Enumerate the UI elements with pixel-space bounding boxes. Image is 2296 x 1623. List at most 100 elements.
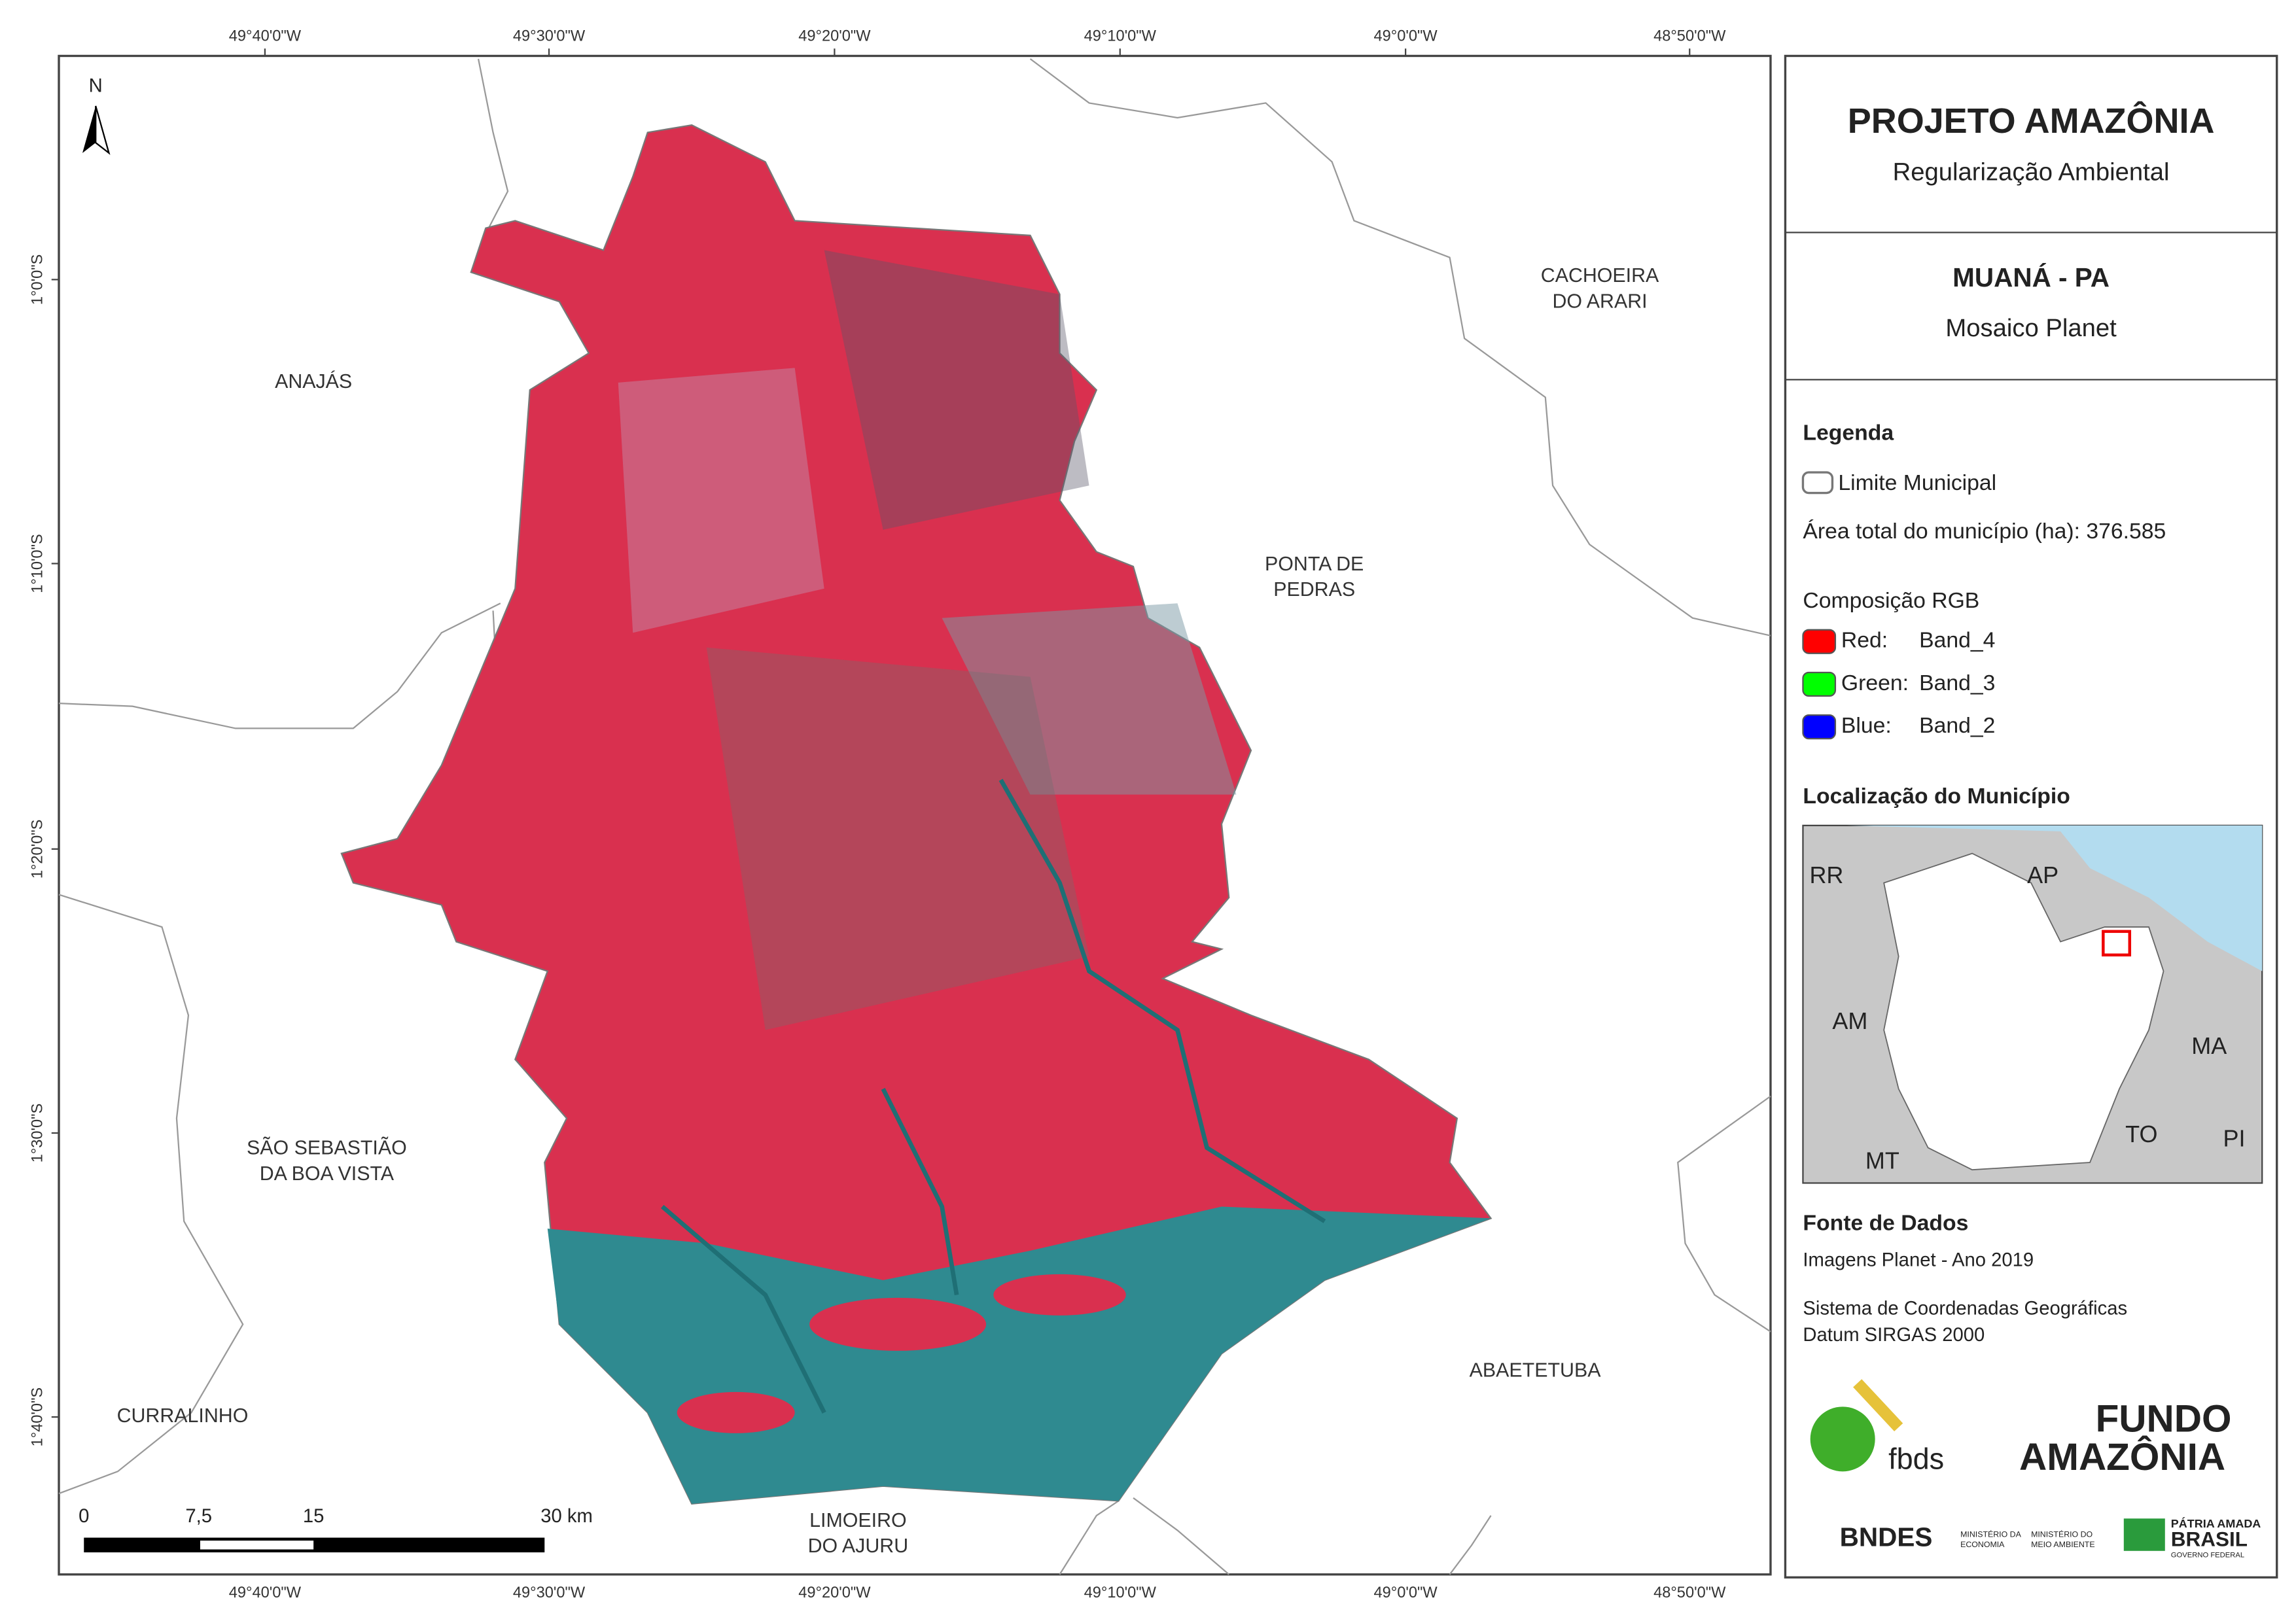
scale-label: 0 bbox=[79, 1506, 89, 1527]
brasil-text: BRASIL bbox=[2171, 1527, 2248, 1550]
island bbox=[993, 1274, 1126, 1316]
brasil-text: PÁTRIA AMADA bbox=[2171, 1516, 2261, 1530]
ministry-text: MINISTÉRIO DO bbox=[2031, 1529, 2093, 1539]
boundary bbox=[1677, 1095, 1771, 1333]
band-label: Red: bbox=[1841, 628, 1888, 653]
state-label: MT bbox=[1865, 1147, 1899, 1174]
ministry-text: MEIO AMBIENTE bbox=[2031, 1540, 2095, 1549]
island bbox=[677, 1391, 795, 1433]
longitude-label: 49°10'0"W bbox=[1084, 1584, 1157, 1601]
state-label: PI bbox=[2223, 1125, 2246, 1152]
scale-label: 15 bbox=[303, 1506, 325, 1527]
band-swatch bbox=[1802, 671, 1837, 697]
boundary bbox=[477, 58, 509, 229]
scale-bar-segment bbox=[200, 1541, 314, 1550]
product: Mosaico Planet bbox=[1945, 314, 2117, 342]
river bbox=[881, 1087, 959, 1295]
islands bbox=[677, 1274, 1126, 1433]
band-label: Green: bbox=[1841, 671, 1909, 695]
fundo-text: FUNDO bbox=[2096, 1397, 2232, 1440]
longitude-label: 48°50'0"W bbox=[1653, 1584, 1726, 1601]
boundary bbox=[58, 602, 501, 729]
longitude-label: 49°40'0"W bbox=[229, 27, 302, 44]
location-marker bbox=[2102, 930, 2132, 957]
source-line: Datum SIRGAS 2000 bbox=[1803, 1325, 1985, 1346]
boundary-swatch bbox=[1801, 471, 1834, 495]
place-name: ABAETETUBA bbox=[1470, 1359, 1602, 1381]
brasil-text: GOVERNO FEDERAL bbox=[2171, 1552, 2244, 1560]
boundary bbox=[58, 894, 244, 1495]
flag-logo bbox=[2123, 1518, 2165, 1551]
state-label: TO bbox=[2125, 1121, 2157, 1147]
north-arrow bbox=[95, 105, 111, 155]
legend-title: Legenda bbox=[1803, 420, 1894, 445]
longitude-label: 49°20'0"W bbox=[798, 1584, 871, 1601]
river bbox=[661, 1204, 826, 1414]
band-swatch bbox=[1802, 714, 1837, 740]
island bbox=[809, 1297, 987, 1351]
band-legend: Red: Band_4 Green: Band_3 Blue: Band_2 bbox=[1802, 628, 1995, 740]
place-name: CURRALINHO bbox=[117, 1405, 249, 1427]
latitude-label: 1°20'0"S bbox=[29, 820, 46, 879]
band-label: Blue: bbox=[1841, 713, 1892, 738]
state-labels: RR AP AM MA TO PI MT bbox=[1809, 862, 2245, 1174]
scale-label: 7,5 bbox=[185, 1506, 212, 1527]
ministry-text: MINISTÉRIO DA bbox=[1960, 1529, 2021, 1539]
longitude-label: 49°0'0"W bbox=[1374, 27, 1438, 44]
longitude-label: 49°0'0"W bbox=[1374, 1584, 1438, 1601]
water bbox=[547, 1206, 1491, 1504]
latitude-label: 1°0'0"S bbox=[29, 254, 46, 305]
longitude-label: 49°10'0"W bbox=[1084, 27, 1157, 44]
place-name: PONTA DE bbox=[1265, 553, 1364, 575]
band-name: Band_2 bbox=[1919, 713, 1995, 738]
state-label: RR bbox=[1809, 862, 1843, 888]
longitude-label: 48°50'0"W bbox=[1653, 27, 1726, 44]
legend-label: Limite Municipal bbox=[1838, 470, 1996, 495]
location-title: Localização do Município bbox=[1803, 784, 2070, 809]
rivers bbox=[661, 778, 1326, 1414]
fbds-text: fbds bbox=[1888, 1442, 1944, 1475]
band-name: Band_4 bbox=[1919, 628, 1995, 653]
bndes-text: BNDES bbox=[1840, 1522, 1933, 1552]
boundary bbox=[1029, 58, 1771, 637]
place-name: DO AJURU bbox=[808, 1535, 909, 1557]
ocean bbox=[1846, 825, 2263, 971]
sources-title: Fonte de Dados bbox=[1803, 1210, 1968, 1235]
band-name: Band_3 bbox=[1919, 671, 1995, 695]
source-line: Imagens Planet - Ano 2019 bbox=[1803, 1249, 2034, 1270]
longitude-label: 49°30'0"W bbox=[513, 27, 586, 44]
scale-bar bbox=[84, 1537, 545, 1553]
vegetation bbox=[824, 250, 1089, 530]
band-swatch bbox=[1802, 629, 1837, 654]
latitude-label: 1°10'0"S bbox=[29, 534, 46, 593]
state-label: AP bbox=[2027, 862, 2058, 888]
place-name: DO ARARI bbox=[1552, 290, 1647, 312]
longitude-label: 49°30'0"W bbox=[513, 1584, 586, 1601]
place-name: PEDRAS bbox=[1273, 579, 1355, 601]
haze bbox=[942, 603, 1237, 795]
river bbox=[998, 778, 1326, 1223]
subtitle: Regularização Ambiental bbox=[1893, 158, 2170, 186]
area-label: Área total do município (ha): 376.585 bbox=[1803, 519, 2166, 544]
rgb-title: Composição RGB bbox=[1803, 588, 1979, 613]
latitude-label: 1°40'0"S bbox=[29, 1387, 46, 1447]
fbds-logo bbox=[1853, 1379, 1903, 1431]
boundary bbox=[1133, 1497, 1229, 1575]
title: PROJETO AMAZÔNIA bbox=[1848, 101, 2215, 141]
place-name: ANAJÁS bbox=[275, 371, 352, 393]
longitude-label: 49°20'0"W bbox=[798, 27, 871, 44]
fundo-text: AMAZÔNIA bbox=[2019, 1435, 2225, 1478]
fbds-logo bbox=[1810, 1406, 1875, 1472]
haze bbox=[618, 368, 824, 633]
source-line: Sistema de Coordenadas Geográficas bbox=[1803, 1299, 2127, 1319]
boundary bbox=[1449, 1515, 1492, 1575]
longitude-label: 49°40'0"W bbox=[229, 1584, 302, 1601]
state-label: AM bbox=[1832, 1007, 1867, 1034]
place-name: LIMOEIRO bbox=[809, 1510, 906, 1531]
side-panel bbox=[1784, 54, 2278, 1579]
scale-label: 30 km bbox=[540, 1506, 593, 1527]
sources: Imagens Planet - Ano 2019 Sistema de Coor… bbox=[1803, 1249, 2127, 1346]
municipality: MUANÁ - PA bbox=[1952, 262, 2110, 292]
